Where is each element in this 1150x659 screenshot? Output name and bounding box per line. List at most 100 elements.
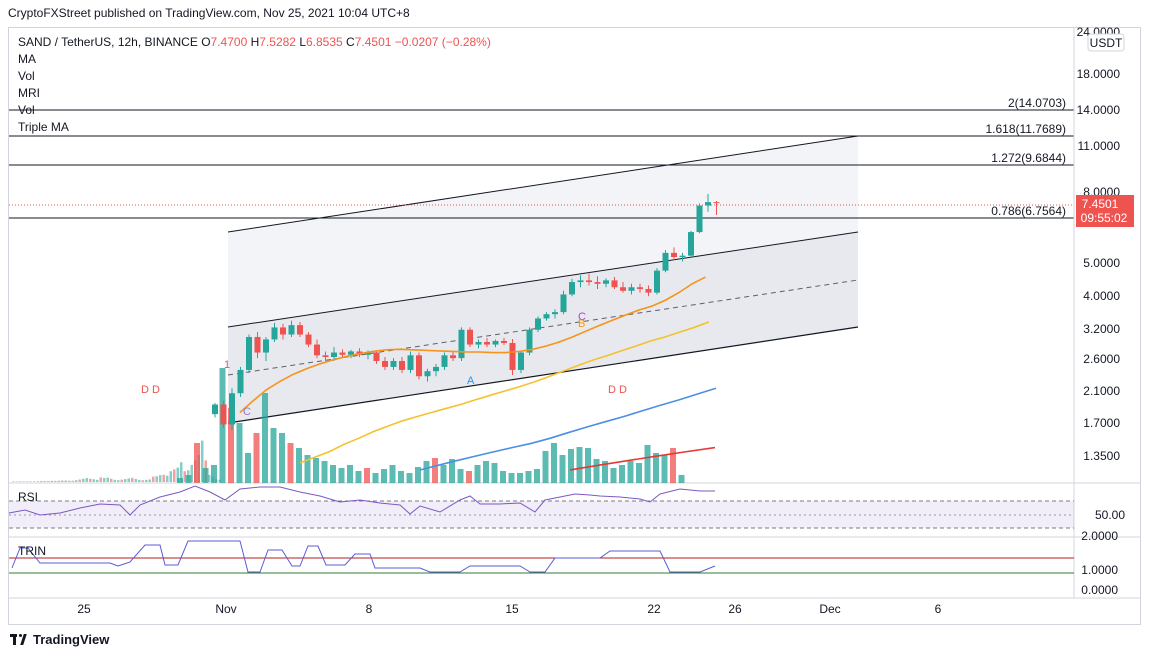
volume-bar <box>525 471 532 483</box>
trin-title[interactable]: TRIN <box>18 544 46 558</box>
volume-bar <box>270 428 277 483</box>
volume-bar <box>190 464 193 482</box>
candle-body <box>560 294 567 313</box>
volume-bar <box>201 440 204 482</box>
candle-body <box>254 336 261 353</box>
volume-bar <box>661 455 668 483</box>
candle-body <box>620 287 626 291</box>
volume-bar <box>219 368 226 483</box>
currency-label: USDT <box>1090 36 1123 50</box>
indicator-ma[interactable]: MA <box>18 52 36 66</box>
candle-body <box>322 355 329 357</box>
indicator-vol[interactable]: Vol <box>18 69 35 83</box>
high-value: 7.5282 <box>259 35 296 49</box>
candle-body <box>280 327 286 335</box>
fib-level-label: 1.272(9.6844) <box>991 151 1066 165</box>
trin-line <box>11 540 716 573</box>
rsi-title[interactable]: RSI <box>18 490 39 504</box>
candle-body <box>696 205 703 233</box>
volume-bar <box>534 469 540 483</box>
currency-badge <box>1087 33 1125 52</box>
channel-median-line <box>227 279 859 376</box>
candle-body <box>467 329 473 345</box>
volume-bar <box>148 479 151 482</box>
volume-bar <box>155 476 158 482</box>
candle-body <box>382 360 388 367</box>
volume-bar <box>202 468 209 483</box>
volume-bar <box>40 481 43 482</box>
candle-body <box>594 282 601 284</box>
ma-orange-line <box>239 276 706 414</box>
candle-body <box>535 318 541 330</box>
candle-body <box>424 371 431 377</box>
volume-bar <box>33 481 36 482</box>
candle-body <box>705 202 711 206</box>
candle-body <box>246 336 252 370</box>
volume-bar <box>296 448 302 483</box>
volume-bar <box>152 476 155 482</box>
volume-bar <box>228 408 234 483</box>
price-tick-label: 11.0000 <box>1078 139 1121 153</box>
volume-bar <box>389 465 396 483</box>
fib-level-label: 2(14.0703) <box>1008 96 1066 110</box>
high-label: H <box>250 35 260 49</box>
volume-bar <box>670 448 676 483</box>
volume-bar <box>466 471 472 483</box>
volume-bar <box>542 451 549 483</box>
volume-bar <box>12 481 15 482</box>
candle-body <box>416 355 422 377</box>
volume-bar <box>36 481 39 482</box>
volume-bar <box>364 468 370 483</box>
volume-bar <box>117 480 120 482</box>
volume-bar <box>110 478 113 482</box>
indicator-mri[interactable]: MRI <box>18 86 40 100</box>
volume-bar <box>627 461 634 483</box>
candle-body <box>390 360 397 367</box>
indicator-vol-2[interactable]: Vol <box>18 103 35 117</box>
tradingview-logo-icon <box>10 634 28 645</box>
volume-bar <box>644 445 651 483</box>
volume-bar <box>678 475 685 483</box>
volume-bar <box>636 463 642 483</box>
time-tick-label: 15 <box>505 602 519 616</box>
volume-bar <box>134 478 137 482</box>
volume-bar <box>92 479 95 482</box>
tradingview-brand[interactable]: TradingView <box>10 632 109 647</box>
candle-body <box>628 287 635 291</box>
volume-bar <box>381 469 387 483</box>
candle-body <box>407 355 414 370</box>
volume-bar <box>29 481 32 482</box>
price-tick-label: 1.3500 <box>1083 449 1120 463</box>
volume-bar <box>551 443 557 483</box>
chart-legend: SAND / TetherUS, 12h, BINANCE O7.4700 H7… <box>18 34 491 136</box>
volume-bar <box>19 481 22 482</box>
chart-frame[interactable] <box>8 27 1141 625</box>
indicator-triple-ma[interactable]: Triple MA <box>18 120 69 134</box>
candle-body <box>475 341 482 345</box>
volume-bar <box>449 459 455 483</box>
last-price-badge <box>1076 195 1134 227</box>
low-value: 6.8535 <box>306 35 343 49</box>
candle-body <box>501 340 507 344</box>
trin-tick-label: 0.0000 <box>1081 583 1118 597</box>
volume-bar <box>194 443 200 483</box>
time-tick-label: Nov <box>215 602 236 616</box>
time-tick-label: 25 <box>77 602 91 616</box>
price-tick-label: 2.1000 <box>1083 384 1120 398</box>
volume-bar <box>113 479 116 482</box>
candle-body <box>237 369 244 394</box>
volume-bar <box>127 478 130 482</box>
volume-bar <box>185 475 192 483</box>
candle-body <box>305 334 312 345</box>
volume-bar <box>131 477 134 482</box>
volume-bar <box>64 480 67 482</box>
low-label: L <box>299 35 306 49</box>
trin-tick-label: 2.0000 <box>1081 529 1118 543</box>
symbol-label[interactable]: SAND / TetherUS, 12h, BINANCE <box>18 35 198 49</box>
volume-bar <box>610 468 617 483</box>
candle-body <box>399 360 405 370</box>
price-tick-label: 14.0000 <box>1077 103 1121 117</box>
volume-bar <box>106 477 109 482</box>
volume-bar <box>593 459 600 483</box>
